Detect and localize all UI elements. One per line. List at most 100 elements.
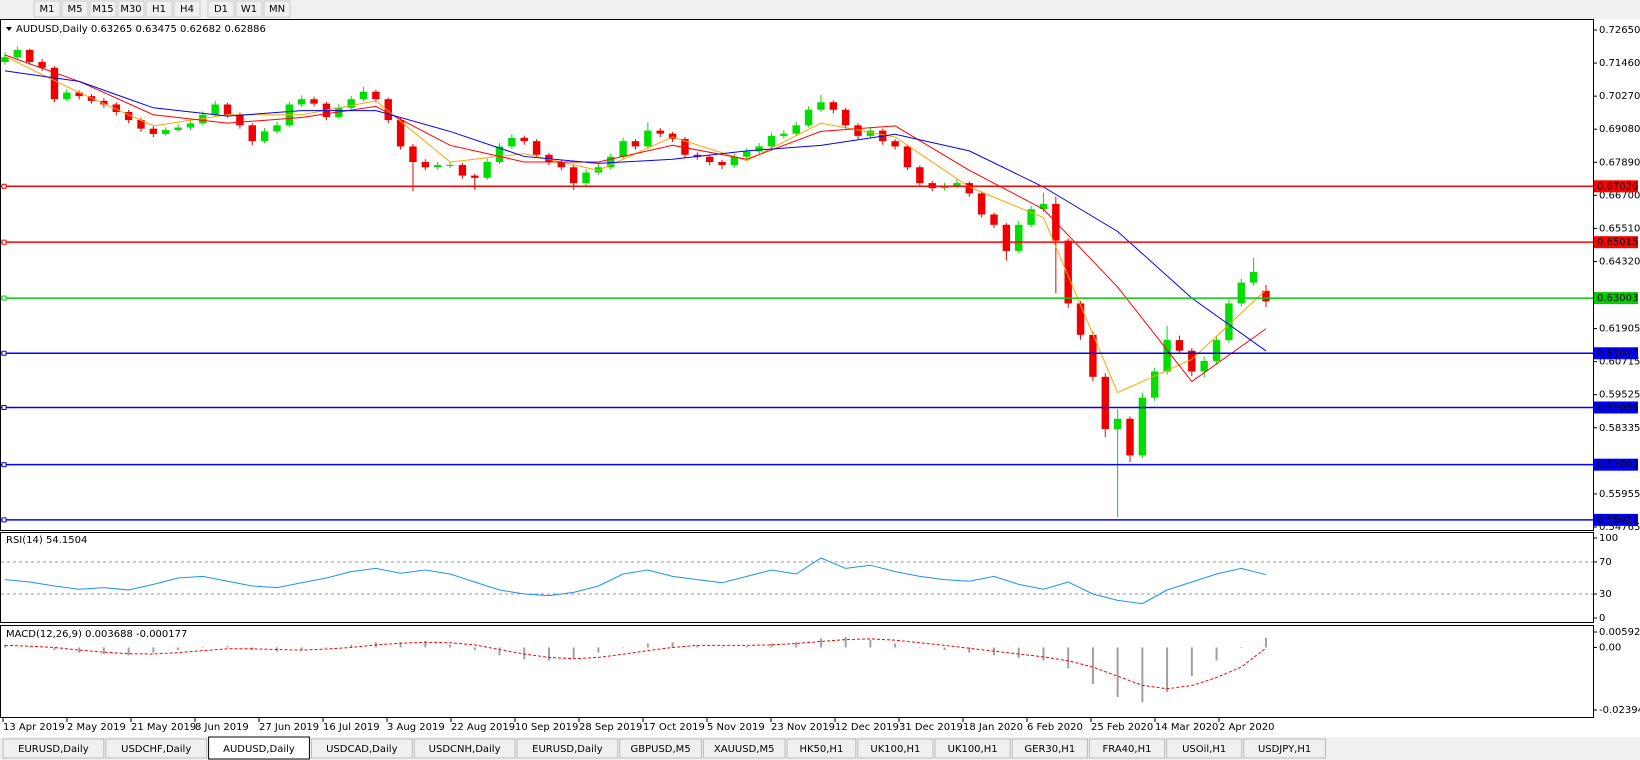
- macd-bar: [473, 647, 476, 651]
- timeframe-button[interactable]: [173, 0, 201, 18]
- candle-body: [965, 183, 974, 194]
- chart-tab-label[interactable]: AUDUSD,Daily: [223, 744, 295, 755]
- x-tick-label: 21 May 2019: [131, 722, 196, 733]
- timeframe-button[interactable]: [89, 0, 117, 18]
- chart-tab[interactable]: [619, 738, 702, 759]
- y-tick-label: 0.70270: [1599, 91, 1640, 102]
- candle-body: [730, 156, 739, 166]
- chart-tab-label[interactable]: UK100,H1: [870, 744, 920, 755]
- timeframe-button[interactable]: [61, 0, 89, 18]
- candle-body: [508, 137, 516, 147]
- chart-tab-label[interactable]: USDCHF,Daily: [121, 744, 191, 755]
- timeframe-label[interactable]: M5: [68, 4, 83, 15]
- rsi-panel: [0, 532, 1594, 623]
- y-tick-label: 0.55955: [1599, 489, 1640, 500]
- timeframe-label[interactable]: M30: [120, 4, 141, 15]
- candle-body: [656, 130, 664, 134]
- macd-panel: [0, 625, 1594, 718]
- candle-body: [681, 138, 689, 155]
- macd-bar: [869, 639, 872, 648]
- candle-body: [582, 172, 590, 184]
- chart-tab[interactable]: [1243, 738, 1326, 759]
- x-tick-label: 31 Dec 2019: [899, 722, 963, 733]
- timeframe-button[interactable]: [207, 0, 235, 18]
- candle-body: [755, 146, 763, 152]
- timeframe-label[interactable]: W1: [241, 4, 257, 15]
- chart-tab[interactable]: [786, 738, 857, 759]
- chart-tab-label[interactable]: EURUSD,Daily: [532, 744, 603, 755]
- chart-tab-label[interactable]: USDCNH,Daily: [429, 744, 501, 755]
- macd-bar: [449, 644, 452, 648]
- chart-tab[interactable]: [934, 738, 1011, 759]
- macd-bar: [597, 647, 600, 653]
- candle-body: [297, 99, 306, 105]
- level-handle: [1, 183, 7, 189]
- timeframe-label[interactable]: H4: [180, 4, 194, 15]
- timeframe-label[interactable]: H1: [152, 4, 166, 15]
- candle-body: [1064, 240, 1072, 304]
- macd-bar: [1017, 647, 1020, 658]
- level-label: 0.67026: [1597, 181, 1638, 192]
- candle-body: [607, 156, 615, 168]
- timeframe-label[interactable]: M15: [92, 4, 113, 15]
- candle-body: [1200, 360, 1208, 372]
- chart-tab-label[interactable]: USOil,H1: [1182, 744, 1226, 755]
- level-handle: [1, 404, 7, 410]
- chart-tab[interactable]: [105, 738, 208, 759]
- chart-tab-label[interactable]: GBPUSD,M5: [631, 744, 691, 755]
- chart-tab[interactable]: [2, 738, 105, 759]
- chart-tab-label[interactable]: GER30,H1: [1024, 744, 1075, 755]
- level-label-box: [1594, 347, 1638, 360]
- toolbar: [0, 0, 1640, 19]
- macd-bar: [1067, 647, 1070, 669]
- chart-tab-label[interactable]: UK100,H1: [948, 744, 998, 755]
- chart-tab[interactable]: [310, 738, 413, 759]
- timeframe-button[interactable]: [117, 0, 145, 18]
- timeframe-button[interactable]: [263, 0, 291, 18]
- chart-tab-label[interactable]: EURUSD,Daily: [18, 744, 89, 755]
- timeframe-label[interactable]: M1: [40, 4, 55, 15]
- chart-tab[interactable]: [1088, 738, 1166, 759]
- timeframe-label[interactable]: D1: [214, 4, 228, 15]
- candle-body: [767, 135, 776, 147]
- x-tick-label: 5 Nov 2019: [707, 722, 765, 733]
- chart-tab[interactable]: [702, 738, 786, 759]
- level-handle: [1, 350, 7, 356]
- candle-body: [458, 165, 467, 176]
- timeframe-button[interactable]: [145, 0, 173, 18]
- candle-body: [520, 137, 528, 142]
- y-tick-label: 0.64320: [1599, 256, 1640, 267]
- chart-tab-label[interactable]: XAUUSD,M5: [714, 744, 775, 755]
- candle-body: [718, 161, 726, 166]
- candle-body: [569, 167, 578, 184]
- chart-tab[interactable]: [1166, 738, 1243, 759]
- chart-tab-label[interactable]: HK50,H1: [799, 744, 843, 755]
- timeframe-button[interactable]: [33, 0, 61, 18]
- timeframe-button[interactable]: [235, 0, 263, 18]
- chart-tab[interactable]: [1011, 738, 1088, 759]
- level-label-box: [1594, 401, 1638, 414]
- chart-tab[interactable]: [516, 738, 619, 759]
- chart-tab-label[interactable]: USDCAD,Daily: [326, 744, 397, 755]
- candle-body: [1225, 303, 1233, 341]
- chart-tab[interactable]: [413, 738, 516, 759]
- y-tick-label: 0.00: [1599, 642, 1621, 653]
- chart-tab-label[interactable]: FRA40,H1: [1103, 744, 1152, 755]
- candle-body: [990, 214, 998, 225]
- level-label-box: [1594, 458, 1638, 471]
- chart-tab[interactable]: [208, 736, 310, 760]
- symbol: AUDUSD,Daily: [16, 24, 88, 35]
- timeframe-label[interactable]: MN: [269, 4, 285, 15]
- chart-tab-label[interactable]: USDJPY,H1: [1258, 744, 1311, 755]
- chart-tab[interactable]: [857, 738, 934, 759]
- candle-body: [532, 141, 541, 155]
- x-tick-label: 27 Jun 2019: [259, 722, 319, 733]
- y-tick-label: 0.58335: [1599, 423, 1640, 434]
- macd-bar: [943, 647, 946, 651]
- candle-body: [903, 146, 912, 168]
- signal-last: -0.000177: [136, 629, 187, 640]
- x-tick-label: 12 Dec 2019: [835, 722, 899, 733]
- macd-bar: [300, 647, 303, 651]
- candle-body: [248, 125, 256, 142]
- candle-body: [421, 161, 430, 168]
